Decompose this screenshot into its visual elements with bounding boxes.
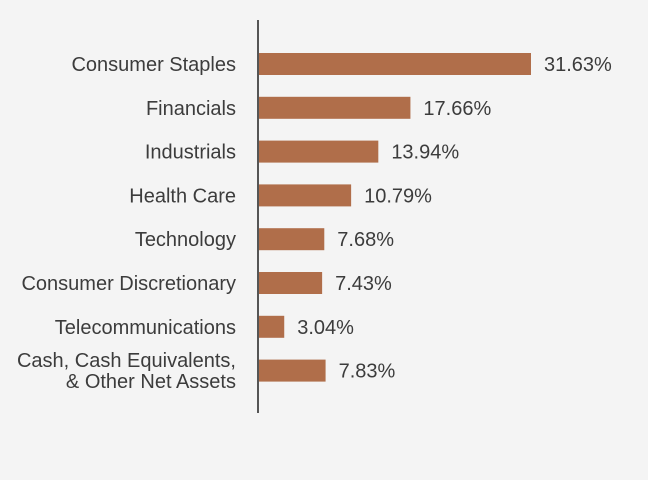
value-label-6: 3.04% [297, 317, 354, 339]
category-label-7: Cash, Cash Equivalents, & Other Net Asset… [17, 350, 236, 393]
value-label-7: 7.83% [339, 361, 396, 383]
value-label-2: 13.94% [391, 142, 459, 164]
category-label-1: Financials [146, 98, 236, 120]
value-label-3: 10.79% [364, 185, 432, 207]
bar-1 [258, 96, 411, 119]
value-label-5: 7.43% [335, 273, 392, 295]
value-label-0: 31.63% [544, 54, 612, 76]
bar-5 [258, 272, 323, 294]
category-label-5: Consumer Discretionary [21, 273, 236, 295]
category-label-0: Consumer Staples [71, 54, 236, 76]
category-label-6: Telecommunications [55, 317, 236, 339]
bar-0 [258, 53, 531, 75]
bar-7 [258, 359, 326, 382]
category-label-3: Health Care [129, 185, 236, 207]
value-label-1: 17.66% [423, 98, 491, 120]
category-label-4: Technology [135, 229, 236, 251]
category-label-2: Industrials [145, 142, 236, 164]
bar-3 [258, 184, 352, 207]
bar-2 [258, 140, 379, 163]
bar-4 [258, 228, 325, 251]
bar-6 [258, 315, 285, 338]
value-label-4: 7.68% [337, 229, 394, 251]
